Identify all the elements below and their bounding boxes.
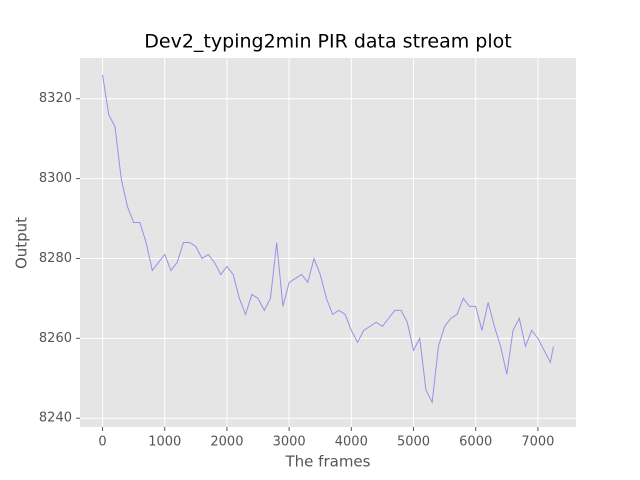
x-tick-label: 4000 [335, 435, 368, 450]
x-tick-label: 5000 [397, 435, 430, 450]
x-axis-label: The frames [285, 453, 371, 471]
x-tick-label: 6000 [459, 435, 492, 450]
x-tick-label: 2000 [210, 435, 243, 450]
x-tick-label: 0 [98, 435, 106, 450]
plot-area [80, 58, 576, 427]
y-tick-label: 8280 [39, 251, 72, 266]
data-line [102, 74, 554, 404]
y-tick-label: 8260 [39, 331, 72, 346]
x-tick-label: 1000 [148, 435, 181, 450]
y-tick-label: 8320 [39, 91, 72, 106]
y-axis-label: Output [13, 217, 31, 269]
y-tick-label: 8240 [39, 411, 72, 426]
chart-title: Dev2_typing2min PIR data stream plot [144, 31, 511, 53]
x-tick-label: 3000 [273, 435, 306, 450]
x-tick-label: 7000 [521, 435, 554, 450]
y-tick-label: 8300 [39, 171, 72, 186]
